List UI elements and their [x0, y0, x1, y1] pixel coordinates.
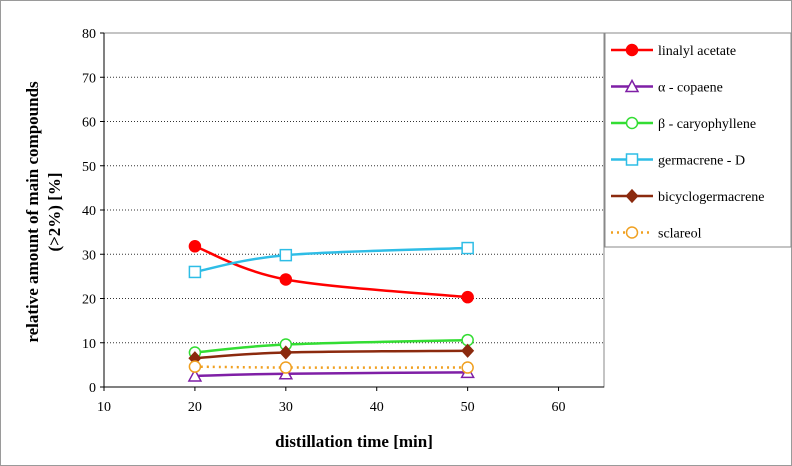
y-tick-label: 0 — [89, 381, 96, 396]
legend-label: germacrene - D — [658, 154, 745, 169]
legend-label: bicyclogermacrene — [658, 190, 765, 205]
series-line — [194, 349, 468, 360]
series-line — [194, 338, 468, 354]
legend-marker — [625, 153, 639, 166]
data-point — [279, 345, 293, 360]
legend-item: β - caryophyllene — [611, 116, 756, 132]
x-tick-label: 20 — [188, 400, 202, 415]
y-tick-label: 20 — [82, 293, 96, 308]
y-axis-title-line2: (>2%) [%] — [45, 172, 64, 251]
x-tick-label: 30 — [279, 400, 293, 415]
data-point — [461, 343, 475, 358]
x-axis-title: distillation time [min] — [275, 432, 433, 451]
legend-item: linalyl acetate — [611, 43, 736, 59]
y-tick-label: 80 — [82, 27, 96, 42]
series-sclareol — [188, 360, 474, 374]
x-axis-ticks: 10 20 30 40 50 60 — [97, 387, 566, 415]
y-tick-label: 70 — [82, 71, 96, 86]
series-linalyl-acetate — [188, 240, 474, 304]
legend-label: linalyl acetate — [658, 44, 736, 59]
legend: linalyl acetate α - copaene β - caryophyll… — [604, 32, 792, 248]
legend-label: β - caryophyllene — [658, 117, 756, 132]
data-point — [188, 265, 202, 279]
legend-label: sclareol — [658, 227, 702, 242]
data-point — [188, 360, 202, 373]
series-germacrene-d — [188, 241, 474, 279]
series-line — [194, 245, 468, 299]
y-tick-label: 50 — [82, 160, 96, 175]
data-point — [461, 290, 474, 304]
legend-marker — [624, 78, 640, 93]
data-point — [279, 273, 293, 286]
legend-marker — [625, 43, 639, 57]
y-axis-title-line1: relative amount of main compounds — [23, 81, 42, 343]
legend-marker — [625, 188, 639, 204]
x-tick-label: 60 — [552, 400, 566, 415]
x-tick-label: 50 — [461, 400, 475, 415]
x-tick-label: 10 — [97, 400, 111, 415]
y-tick-label: 40 — [82, 204, 96, 219]
series-line — [194, 365, 468, 369]
legend-box — [604, 32, 792, 248]
x-tick-label: 40 — [370, 400, 384, 415]
series-line — [194, 371, 468, 378]
y-axis-ticks: 0 10 20 30 40 50 60 70 80 — [82, 27, 104, 396]
legend-item: α - copaene — [611, 78, 723, 96]
data-point — [279, 248, 293, 262]
y-tick-label: 60 — [82, 116, 96, 131]
legend-marker — [625, 116, 639, 130]
legend-item: bicyclogermacrene — [611, 188, 765, 205]
legend-label: α - copaene — [658, 81, 723, 96]
data-point — [279, 361, 293, 374]
data-point — [187, 368, 203, 382]
legend-items: linalyl acetate α - copaene β - caryophyll… — [611, 43, 765, 242]
legend-item: sclareol — [611, 226, 702, 242]
series-line — [194, 246, 468, 274]
data-point — [461, 361, 474, 374]
data-point — [461, 241, 474, 255]
legend-marker — [625, 226, 639, 239]
data-point — [188, 240, 202, 253]
series-layer — [187, 240, 475, 382]
y-tick-label: 30 — [82, 248, 96, 263]
y-tick-label: 10 — [82, 337, 96, 352]
legend-item: germacrene - D — [611, 153, 745, 169]
